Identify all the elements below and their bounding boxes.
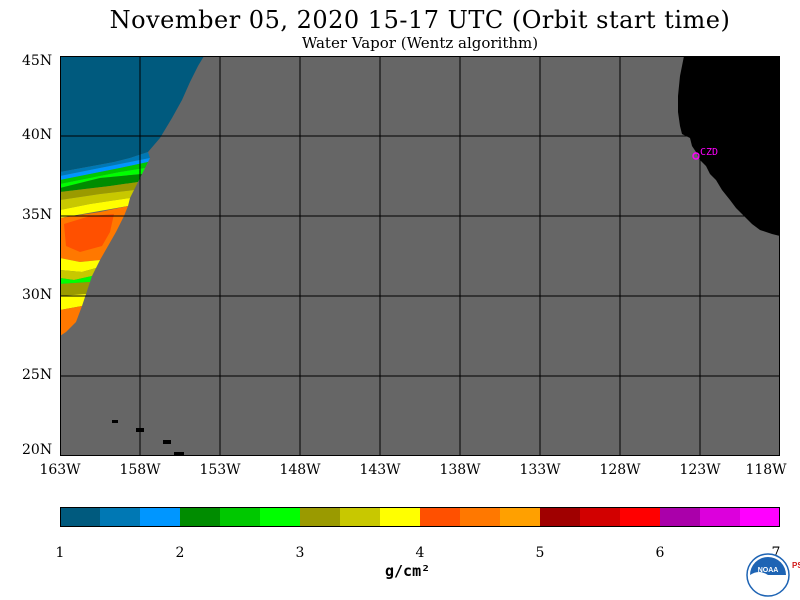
swath-band-green	[60, 162, 148, 184]
scale-label-6: 6	[655, 545, 665, 561]
north-america-land	[678, 56, 780, 236]
swath-band-olive	[60, 182, 138, 200]
color-scale-swatch	[420, 507, 461, 527]
lat-label-25n: 25N	[22, 367, 53, 383]
lon-label-123w: 123W	[679, 462, 721, 478]
swath-band-khaki-lower	[60, 268, 96, 280]
station-label: CZD	[700, 147, 718, 158]
lat-label-30n: 30N	[22, 287, 53, 303]
lon-label-148w: 148W	[279, 462, 321, 478]
color-scale-swatch	[100, 507, 141, 527]
lat-label-20n: 20N	[22, 442, 53, 458]
scale-label-4: 4	[415, 545, 425, 561]
svg-text:NOAA: NOAA	[758, 567, 779, 574]
lon-label-158w: 158W	[119, 462, 161, 478]
color-scale-swatch	[380, 507, 421, 527]
lon-label-128w: 128W	[599, 462, 641, 478]
color-scale-swatch	[740, 507, 780, 527]
lat-label-45n: 45N	[22, 53, 53, 69]
no-data-background	[60, 56, 780, 456]
lon-label-143w: 143W	[359, 462, 401, 478]
color-scale-swatch	[340, 507, 381, 527]
color-scale-bar	[60, 507, 780, 527]
noaa-logo: NOAA	[746, 553, 790, 597]
color-scale-swatch	[580, 507, 621, 527]
map-title: November 05, 2020 15-17 UTC (Orbit start…	[109, 6, 731, 34]
lon-label-133w: 133W	[519, 462, 561, 478]
lon-label-118w: 118W	[745, 462, 787, 478]
swath-band-red-orange	[64, 214, 114, 252]
swath-band-yellow-south	[60, 294, 86, 310]
water-vapor-map: CZD	[60, 56, 780, 456]
scale-label-7: 7	[771, 545, 781, 561]
scale-label-3: 3	[295, 545, 305, 561]
lon-label-138w: 138W	[439, 462, 481, 478]
psl-label: PSL	[792, 561, 800, 570]
swath-band-dark-blue	[60, 56, 204, 172]
station-marker: CZD	[692, 147, 718, 160]
lon-label-153w: 153W	[199, 462, 241, 478]
water-vapor-swath	[60, 56, 204, 336]
swath-band-khaki	[60, 190, 134, 210]
swath-band-orange-south	[60, 306, 82, 336]
swath-band-bright-green	[60, 168, 145, 188]
color-scale-swatch	[60, 507, 101, 527]
color-scale-swatch	[460, 507, 501, 527]
color-scale-swatch	[500, 507, 541, 527]
color-scale-swatch	[220, 507, 261, 527]
color-scale-swatch	[540, 507, 581, 527]
scale-label-5: 5	[535, 545, 545, 561]
color-scale-swatch	[620, 507, 661, 527]
color-scale-swatch	[180, 507, 221, 527]
lat-label-40n: 40N	[22, 127, 53, 143]
color-scale-swatch	[260, 507, 301, 527]
swath-band-green-lower	[60, 276, 92, 284]
swath-band-yellow-lower	[60, 258, 100, 272]
map-subtitle: Water Vapor (Wentz algorithm)	[301, 34, 539, 52]
color-scale-swatch	[700, 507, 741, 527]
color-scale-swatch	[660, 507, 701, 527]
swath-band-olive-lower	[60, 282, 90, 296]
scale-label-2: 2	[175, 545, 185, 561]
color-scale-border	[60, 507, 780, 527]
color-scale-swatch	[300, 507, 341, 527]
color-scale-swatch	[140, 507, 181, 527]
scale-label-1: 1	[55, 545, 65, 561]
swath-band-yellow	[60, 198, 130, 218]
lat-label-35n: 35N	[22, 207, 53, 223]
swath-band-mid-blue	[60, 152, 150, 176]
swath-band-dark-green	[60, 174, 142, 192]
lon-label-163w: 163W	[39, 462, 81, 478]
lat-lon-grid	[60, 56, 780, 456]
swath-band-light-blue	[60, 158, 150, 180]
scale-unit-label: g/cm²	[385, 562, 431, 580]
